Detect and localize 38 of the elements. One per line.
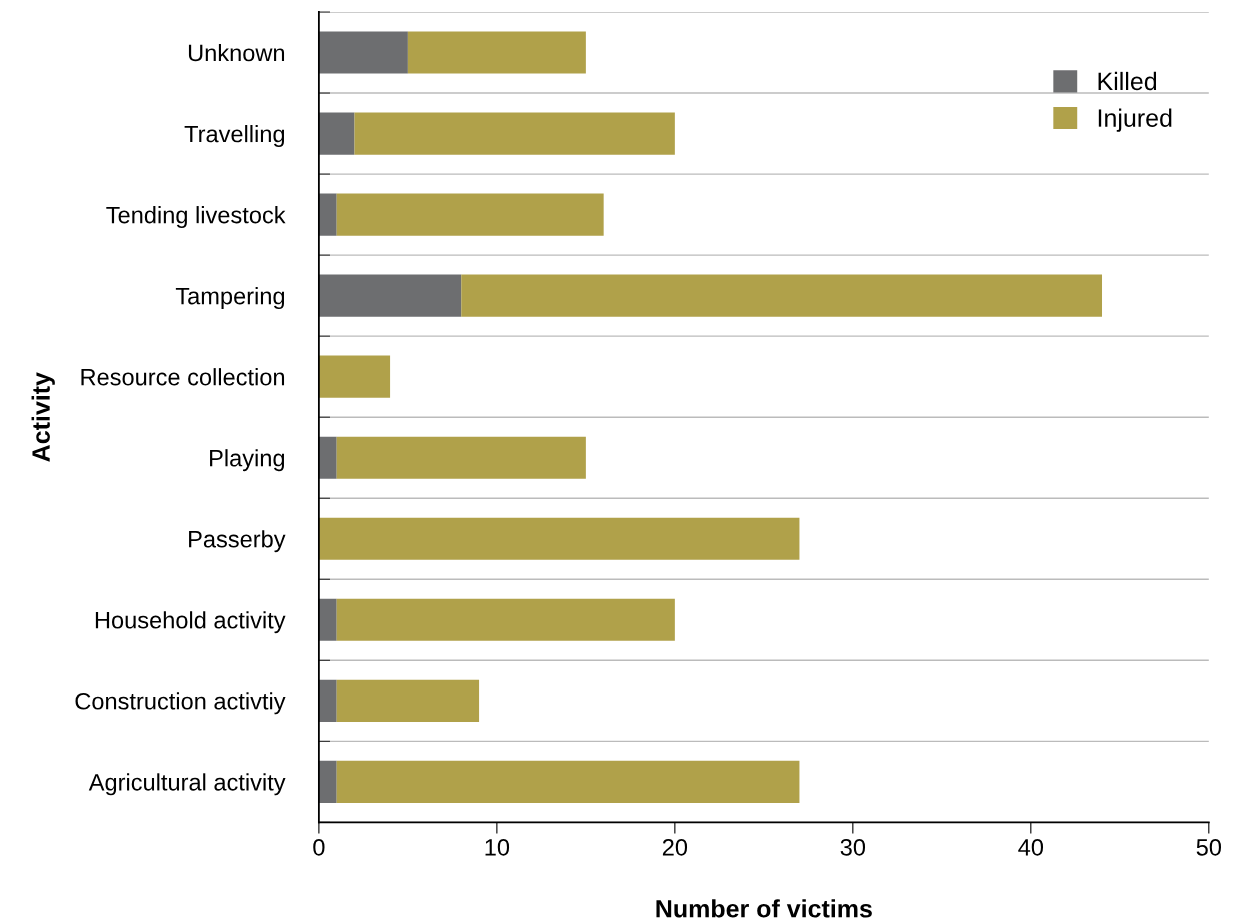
x-tick-label: 40 — [1018, 838, 1044, 856]
bar — [318, 517, 800, 560]
bar — [318, 31, 408, 74]
y-tick-label: Resource collection — [81, 368, 285, 386]
bar — [407, 31, 586, 74]
y-tick-label: Household activity — [95, 611, 286, 634]
legend-label: Killed — [1098, 71, 1157, 91]
legend-label: Injured — [1098, 108, 1172, 132]
bar — [318, 274, 462, 317]
bar — [461, 274, 1103, 317]
x-tick-label: 20 — [662, 838, 688, 856]
y-tick-label: Agricultural activity — [88, 773, 286, 796]
bar — [318, 436, 337, 479]
y-tick-label: Construction activtiy — [75, 692, 286, 715]
y-tick-label: Playing — [210, 449, 285, 472]
bar — [318, 355, 391, 398]
x-tick-label: 10 — [485, 838, 510, 856]
bar — [336, 679, 480, 722]
y-axis-title: Activity — [31, 372, 55, 462]
y-tick-label: Tending livestock — [106, 206, 286, 229]
bar — [318, 598, 337, 641]
bar — [336, 598, 675, 641]
y-tick-label: Passerby — [189, 530, 286, 553]
bar — [336, 193, 604, 236]
bar — [318, 760, 337, 803]
y-tick-label: Unknown — [188, 43, 285, 62]
bar — [318, 193, 337, 236]
bar — [354, 112, 675, 155]
x-tick-label: 50 — [1196, 838, 1222, 856]
bar — [318, 679, 337, 722]
x-tick-label: 30 — [840, 838, 866, 856]
y-tick-label: Tampering — [175, 287, 285, 310]
x-tick-label: 0 — [313, 838, 325, 856]
bar — [336, 760, 800, 803]
y-tick-label: Travelling — [184, 125, 285, 148]
bar — [336, 436, 586, 479]
bar — [318, 112, 355, 155]
x-axis-title: Number of victims — [656, 899, 872, 918]
